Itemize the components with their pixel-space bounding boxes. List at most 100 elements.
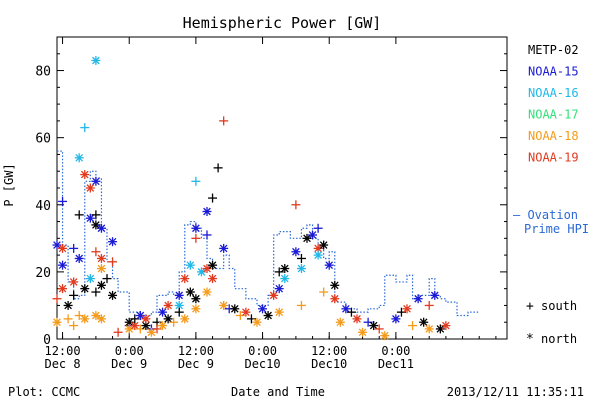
point-metp-02-north (230, 304, 240, 314)
chart-title: Hemispheric Power [GW] (183, 14, 382, 32)
point-noaa-19-north (80, 170, 90, 180)
x-tick-date: Dec 8 (44, 357, 80, 371)
point-metp-02-south (74, 210, 84, 220)
x-tick-time: 12:00 (44, 344, 80, 358)
point-noaa-18-south (296, 300, 306, 310)
point-noaa-18-south (169, 317, 179, 327)
point-noaa-19-south (374, 324, 384, 334)
point-noaa-15-north (219, 243, 229, 253)
x-tick-date: Dec10 (311, 357, 347, 371)
point-noaa-18-north (96, 264, 106, 274)
point-metp-02-north (280, 264, 290, 274)
point-metp-02-south (296, 253, 306, 263)
data-points (52, 55, 451, 341)
ovation-legend-line2: Prime HPI (524, 222, 589, 236)
x-axis-label: Date and Time (231, 385, 325, 399)
y-tick-label: 80 (35, 65, 51, 80)
point-metp-02-south (346, 307, 356, 317)
point-noaa-15-north (341, 304, 351, 314)
y-tick-label: 40 (35, 199, 51, 214)
point-noaa-18-north (358, 327, 368, 337)
point-noaa-15-north (108, 237, 118, 247)
point-metp-02-south (91, 287, 101, 297)
point-metp-02-north (96, 280, 106, 290)
point-noaa-19-north (352, 314, 362, 324)
point-noaa-15-north (430, 290, 440, 300)
legend-noaa-18: NOAA-18 (528, 129, 579, 143)
y-tick-label: 60 (35, 132, 51, 147)
south-marker-legend: + south (526, 299, 577, 314)
point-noaa-15-north (74, 253, 84, 263)
point-noaa-16-north (185, 260, 195, 270)
point-noaa-16-north (313, 250, 323, 260)
x-tick-date: Dec11 (378, 357, 414, 371)
point-metp-02-south (91, 210, 101, 220)
point-noaa-16-north (196, 267, 206, 277)
x-tick-time: 12:00 (178, 344, 214, 358)
point-metp-02-north (419, 317, 429, 327)
point-noaa-15-south (69, 243, 79, 253)
point-noaa-16-south (191, 176, 201, 186)
point-noaa-15-north (308, 230, 318, 240)
point-noaa-18-south (408, 321, 418, 331)
point-metp-02-north (330, 280, 340, 290)
point-noaa-15-north (96, 223, 106, 233)
point-noaa-19-north (85, 183, 95, 193)
point-noaa-16-north (74, 153, 84, 163)
x-tick-date: Dec 9 (111, 357, 147, 371)
point-noaa-19-north (58, 284, 68, 294)
x-tick-time: 0:00 (248, 344, 277, 358)
point-noaa-15-north (91, 176, 101, 186)
point-metp-02-south (102, 274, 112, 284)
point-metp-02-north (108, 290, 118, 300)
point-noaa-18-north (202, 287, 212, 297)
x-tick-time: 12:00 (311, 344, 347, 358)
point-noaa-18-north (380, 331, 390, 341)
point-metp-02-north (369, 321, 379, 331)
south-marker-symbol: + (526, 299, 534, 314)
point-noaa-19-north (402, 304, 412, 314)
point-noaa-19-south (191, 233, 201, 243)
point-noaa-19-north (330, 294, 340, 304)
point-noaa-19-south (113, 327, 123, 337)
point-noaa-18-north (191, 304, 201, 314)
point-noaa-19-north (163, 300, 173, 310)
point-noaa-15-north (324, 260, 334, 270)
point-noaa-19-south (424, 300, 434, 310)
point-noaa-15-north (158, 307, 168, 317)
ovation-hpi-line (57, 150, 479, 317)
point-noaa-18-south (63, 314, 73, 324)
y-tick-label: 0 (43, 333, 51, 348)
y-tick-label: 20 (35, 266, 51, 281)
point-metp-02-north (185, 287, 195, 297)
point-noaa-18-north (124, 324, 134, 334)
x-tick-date: Dec 9 (178, 357, 214, 371)
point-noaa-16-north (280, 274, 290, 284)
point-noaa-18-north (80, 314, 90, 324)
point-noaa-18-north (274, 307, 284, 317)
point-metp-02-north (435, 324, 445, 334)
north-marker-legend: * north (526, 332, 577, 347)
point-noaa-15-north (391, 314, 401, 324)
point-noaa-16-north (296, 264, 306, 274)
point-noaa-19-south (108, 257, 118, 267)
south-marker-label: south (541, 299, 577, 313)
point-noaa-16-north (91, 55, 101, 65)
point-noaa-19-north (241, 307, 251, 317)
point-noaa-15-north (274, 284, 284, 294)
point-noaa-15-south (313, 223, 323, 233)
satellite-legend: METP-02 NOAA-15 NOAA-16 NOAA-17 NOAA-18 NOAA-… (528, 43, 579, 165)
point-noaa-18-north (180, 314, 190, 324)
point-metp-02-north (80, 284, 90, 294)
point-noaa-19-north (208, 274, 218, 284)
point-noaa-16-south (80, 123, 90, 133)
point-noaa-18-north (335, 317, 345, 327)
x-tick-date: Dec10 (244, 357, 280, 371)
point-noaa-18-north (52, 317, 62, 327)
point-noaa-18-north (252, 317, 262, 327)
y-axis: 0 20 40 60 80 (35, 53, 507, 348)
point-metp-02-north (319, 240, 329, 250)
point-metp-02-south (69, 290, 79, 300)
